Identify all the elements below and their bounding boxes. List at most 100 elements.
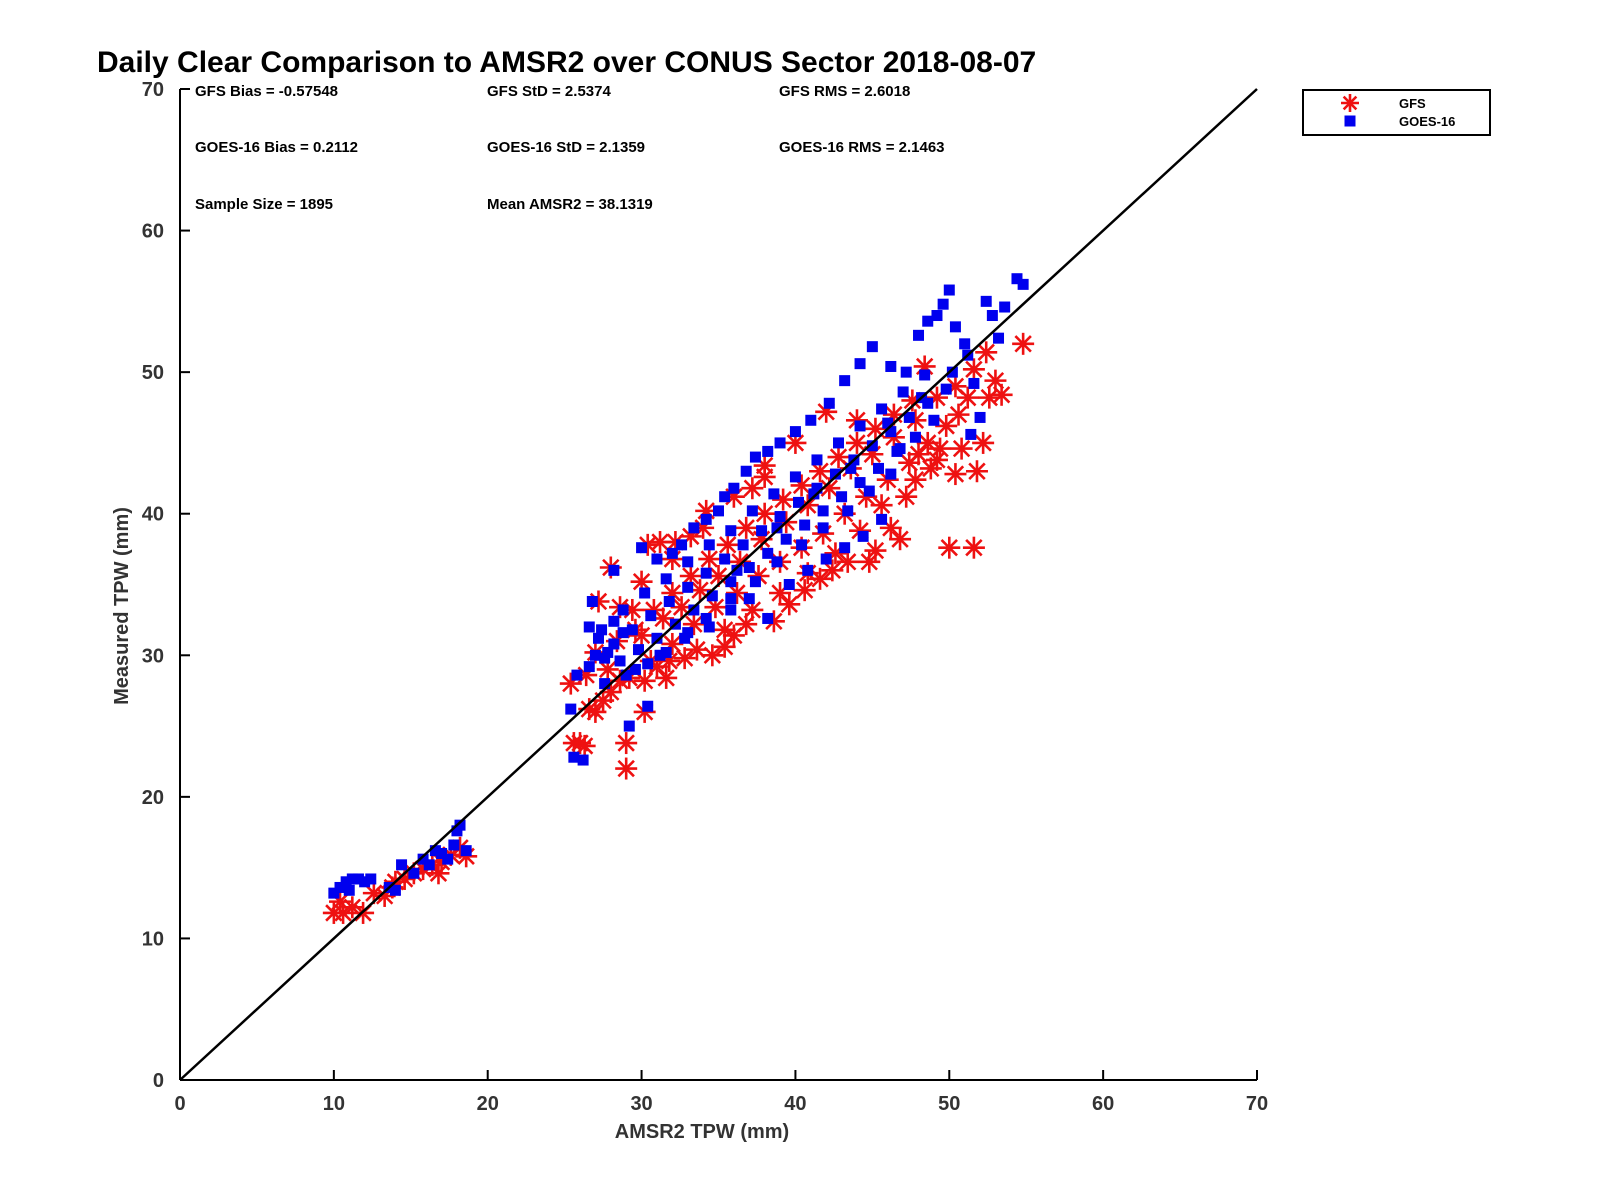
x-tick-label: 20 [477, 1093, 499, 1115]
goes16-point [592, 632, 604, 644]
goes16-point [651, 632, 663, 644]
gfs-point [615, 732, 638, 755]
y-tick-label: 30 [142, 645, 164, 667]
gfs-point [845, 431, 868, 454]
data-points [322, 273, 1035, 924]
goes16-point [583, 661, 595, 673]
x-tick-label: 60 [1092, 1093, 1114, 1115]
goes16-point [340, 876, 352, 888]
goes16-point [771, 556, 783, 568]
goes16-point [780, 533, 792, 545]
x-tick-label: 40 [784, 1093, 806, 1115]
goes16-point [645, 610, 657, 622]
goes16-point [436, 847, 448, 859]
goes16-point [903, 411, 915, 423]
goes16-point [922, 397, 934, 409]
goes16-point [343, 884, 355, 896]
stat-0-2: GFS RMS = 2.6018 [779, 83, 910, 100]
y-ticks: 0 10 20 30 40 50 60 70 [142, 79, 190, 1092]
goes16-point [596, 624, 608, 636]
goes16-point [651, 553, 663, 565]
legend: GFS GOES-16 [1302, 89, 1491, 136]
legend-goes16-marker [1344, 115, 1356, 127]
goes16-point [854, 420, 866, 432]
goes16-point [749, 451, 761, 463]
gfs-point [907, 443, 930, 466]
gfs-point [858, 550, 881, 573]
goes16-point [817, 505, 829, 517]
gfs-point [793, 579, 816, 602]
y-tick-label: 0 [153, 1070, 164, 1092]
gfs-point [741, 477, 764, 500]
goes16-point [959, 338, 971, 350]
gfs-point [962, 358, 985, 381]
goes16-point [854, 477, 866, 489]
gfs-point [685, 638, 708, 661]
gfs-point [938, 536, 961, 559]
goes16-point [845, 462, 857, 474]
gfs-point [990, 383, 1013, 406]
gfs-point [1012, 332, 1035, 355]
goes16-point [599, 678, 611, 690]
goes16-point [629, 663, 641, 675]
goes16-point [359, 876, 371, 888]
goes16-point [876, 513, 888, 525]
x-tick-label: 70 [1246, 1093, 1268, 1115]
y-axis-label: Measured TPW (mm) [111, 507, 133, 705]
goes16-point [632, 644, 644, 656]
gfs-point [701, 644, 724, 667]
identity-line [179, 88, 1258, 1081]
gfs-point [975, 341, 998, 364]
goes16-point [700, 513, 712, 525]
x-tick-label: 30 [630, 1093, 652, 1115]
goes16-point [365, 873, 377, 885]
goes16-point [980, 295, 992, 307]
goes16-point [602, 646, 614, 658]
goes16-point [943, 284, 955, 296]
gfs-point [904, 468, 927, 491]
goes16-point [620, 669, 632, 681]
goes16-point [854, 358, 866, 370]
gfs-point [633, 700, 656, 723]
goes16-point [617, 627, 629, 639]
goes16-point [897, 386, 909, 398]
goes16-point [617, 604, 629, 616]
goes16-point [756, 525, 768, 537]
gfs-point [673, 647, 696, 670]
goes16-point [762, 445, 774, 457]
gfs-point [984, 369, 1007, 392]
goes16-point [423, 859, 435, 871]
goes16-point [789, 426, 801, 438]
goes16-point [796, 539, 808, 551]
goes16-point [891, 445, 903, 457]
gfs-point [725, 581, 748, 604]
goes16-point [866, 440, 878, 452]
goes16-point [460, 845, 472, 857]
goes16-point [565, 703, 577, 715]
x-axis-label: AMSR2 TPW (mm) [615, 1121, 789, 1143]
goes16-point [762, 547, 774, 559]
gfs-point [584, 700, 607, 723]
goes16-point [808, 488, 820, 500]
goes16-point [666, 547, 678, 559]
goes16-point [688, 522, 700, 534]
goes16-point [571, 669, 583, 681]
gfs-point [630, 570, 653, 593]
goes16-point [882, 417, 894, 429]
goes16-point [429, 845, 441, 857]
goes16-point [823, 397, 835, 409]
goes16-point [454, 819, 466, 831]
goes16-point [396, 859, 408, 871]
goes16-point [448, 839, 460, 851]
goes16-point [451, 825, 463, 837]
gfs-point [615, 757, 638, 780]
gfs-point [965, 460, 988, 483]
gfs-point [950, 437, 973, 460]
goes16-point [700, 612, 712, 624]
goes16-point [900, 366, 912, 378]
goes16-point [352, 873, 364, 885]
gfs-point [716, 533, 739, 556]
goes16-point [833, 437, 845, 449]
goes16-point [811, 454, 823, 466]
goes16-point [682, 556, 694, 568]
